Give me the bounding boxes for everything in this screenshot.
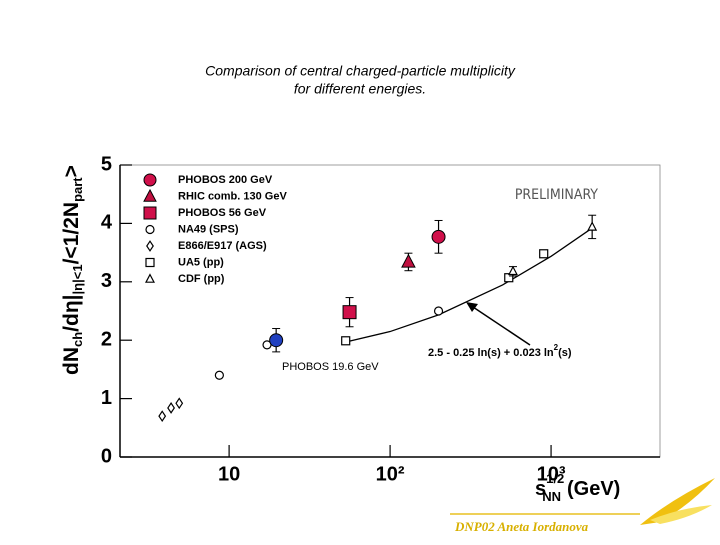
x-axis-label-part: 1/2 <box>546 471 564 486</box>
marker <box>158 410 167 423</box>
x-axis-label-part: s <box>535 478 546 500</box>
x-tick-label: 10³ <box>537 463 566 485</box>
title-line: Comparison of central charged-particle m… <box>205 63 516 79</box>
y-axis-label-part: /< <box>60 246 83 264</box>
y-tick-label: 2 <box>101 328 112 350</box>
x-axis-label: s1/2 NN (GeV) <box>535 471 620 504</box>
fit-label-part: 2 <box>554 343 559 352</box>
marker <box>143 188 157 202</box>
y-axis-label-part: dN <box>60 347 83 375</box>
marker <box>587 221 598 231</box>
legend-label: UA5 (pp) <box>178 256 224 268</box>
x-axis-label-part: (GeV) <box>567 478 620 500</box>
fit-arrow <box>469 304 531 346</box>
x-tick-label: 10² <box>376 463 405 485</box>
y-tick-label: 1 <box>101 387 112 409</box>
legend-label: RHIC comb. 130 GeV <box>178 190 287 202</box>
y-tick-label: 4 <box>101 212 113 234</box>
marker <box>143 206 157 220</box>
y-tick-label: 3 <box>101 270 112 292</box>
y-axis-label-part: /dη| <box>60 294 83 331</box>
fit-label: 2.5 - 0.25 ln(s) + 0.023 ln2(s) <box>428 343 572 359</box>
legend-label: PHOBOS 56 GeV <box>178 207 267 219</box>
marker <box>167 402 175 414</box>
legend-label: E866/E917 (AGS) <box>178 240 267 252</box>
y-axis-label-part: part <box>70 177 85 202</box>
marker <box>269 333 284 348</box>
x-tick-label: 10 <box>218 463 240 485</box>
footer-swoosh <box>650 505 712 524</box>
fit-label-part: (s) <box>558 347 572 359</box>
point-label: PHOBOS 19.6 GeV <box>282 361 379 373</box>
y-axis-label-part: N <box>60 202 83 217</box>
y-axis-label-part: |η|<1 <box>70 264 85 294</box>
fit-arrow-head <box>466 302 478 312</box>
y-tick-label: 0 <box>101 445 112 467</box>
x-axis-label-part: NN <box>542 489 561 504</box>
fit-curve <box>341 227 593 344</box>
marker <box>175 397 184 410</box>
legend-label: NA49 (SPS) <box>178 223 239 235</box>
marker <box>143 173 157 187</box>
y-axis-label-part: 1/2 <box>60 217 83 246</box>
y-tick-label: 5 <box>101 153 112 175</box>
footer: DNP02 Aneta Iordanova <box>454 519 589 534</box>
marker <box>214 370 224 380</box>
marker <box>145 224 155 235</box>
marker <box>146 240 154 252</box>
preliminary: PRELIMINARY <box>515 187 598 203</box>
marker <box>342 305 357 320</box>
marker <box>401 253 416 268</box>
marker <box>145 273 155 283</box>
marker <box>145 257 155 268</box>
marker <box>341 336 351 346</box>
y-axis-label-part: ch <box>70 332 85 347</box>
marker <box>539 249 549 259</box>
footer-swoosh <box>640 478 715 525</box>
marker <box>433 306 444 316</box>
legend-label: CDF (pp) <box>178 273 225 285</box>
y-axis-label-part: > <box>60 165 83 177</box>
title-line: for different energies. <box>294 81 426 97</box>
marker <box>431 229 446 244</box>
y-axis-label: dNch/dη||η|<1/<1/2Npart> <box>60 165 86 375</box>
fit-label-part: 2.5 - 0.25 ln(s) + 0.023 ln <box>428 347 554 359</box>
marker <box>507 265 518 276</box>
legend-label: PHOBOS 200 GeV <box>178 174 273 186</box>
